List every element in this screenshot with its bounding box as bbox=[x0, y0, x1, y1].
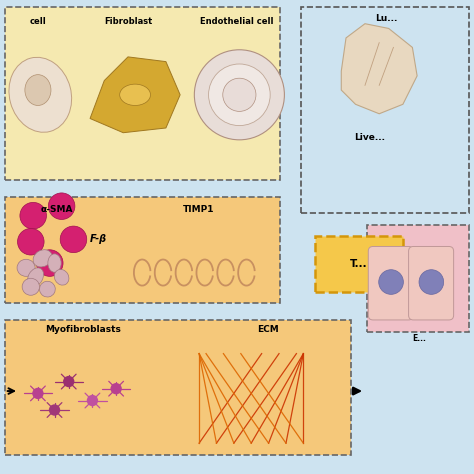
Circle shape bbox=[419, 270, 444, 294]
Text: ECM: ECM bbox=[257, 325, 279, 334]
Circle shape bbox=[63, 376, 74, 387]
Text: Endothelial cell: Endothelial cell bbox=[200, 17, 274, 26]
FancyBboxPatch shape bbox=[368, 246, 413, 320]
Ellipse shape bbox=[33, 250, 52, 267]
Bar bbox=[5, 320, 351, 455]
Bar bbox=[367, 225, 469, 332]
Text: Myofibroblasts: Myofibroblasts bbox=[45, 325, 121, 334]
Circle shape bbox=[49, 404, 60, 416]
FancyBboxPatch shape bbox=[409, 246, 454, 320]
Ellipse shape bbox=[48, 254, 61, 272]
Circle shape bbox=[48, 193, 75, 219]
Polygon shape bbox=[341, 24, 417, 114]
Ellipse shape bbox=[119, 84, 150, 106]
Circle shape bbox=[87, 395, 98, 406]
Text: cell: cell bbox=[29, 17, 46, 26]
Text: Fibroblast: Fibroblast bbox=[104, 17, 152, 26]
Circle shape bbox=[209, 64, 270, 126]
Circle shape bbox=[194, 50, 284, 140]
Text: E...: E... bbox=[412, 334, 427, 343]
Ellipse shape bbox=[25, 74, 51, 106]
Circle shape bbox=[379, 270, 403, 294]
Circle shape bbox=[60, 226, 87, 253]
Circle shape bbox=[223, 78, 256, 111]
Text: Lu...: Lu... bbox=[375, 14, 398, 23]
Bar bbox=[5, 197, 280, 303]
Ellipse shape bbox=[55, 269, 69, 285]
Circle shape bbox=[36, 250, 63, 276]
Ellipse shape bbox=[27, 268, 44, 287]
Bar bbox=[301, 7, 469, 213]
Ellipse shape bbox=[9, 57, 72, 132]
Bar bbox=[315, 236, 403, 292]
Ellipse shape bbox=[17, 259, 35, 276]
Ellipse shape bbox=[22, 278, 39, 295]
Text: T...: T... bbox=[350, 258, 368, 269]
Bar bbox=[5, 7, 280, 180]
Circle shape bbox=[18, 228, 44, 255]
Circle shape bbox=[110, 383, 122, 394]
Text: Live...: Live... bbox=[354, 133, 385, 142]
Circle shape bbox=[20, 202, 46, 229]
Circle shape bbox=[32, 388, 44, 399]
Text: α-SMA: α-SMA bbox=[41, 205, 73, 214]
Polygon shape bbox=[90, 57, 180, 133]
Ellipse shape bbox=[39, 281, 55, 297]
Text: F-β: F-β bbox=[90, 234, 107, 245]
Text: TIMP1: TIMP1 bbox=[183, 205, 215, 214]
